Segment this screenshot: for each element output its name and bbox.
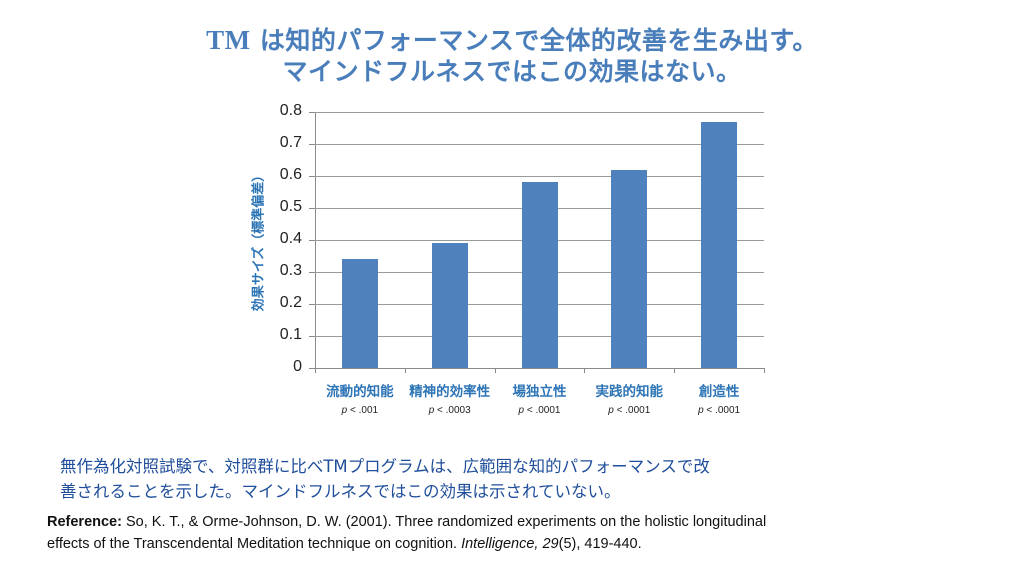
x-tick: [674, 368, 676, 373]
y-tick: [309, 240, 315, 241]
bar: [611, 169, 648, 368]
x-tick: [764, 368, 765, 373]
y-tick-label: 0.5: [279, 198, 302, 215]
y-tick: [309, 144, 315, 145]
category-label: 創造性: [698, 384, 740, 400]
y-tick: [309, 208, 315, 209]
reference-journal: Intelligence, 29: [461, 536, 559, 552]
slide-title-line1: TM は知的パフォーマンスで全体的改善を生み出す。: [0, 24, 1024, 57]
y-tick-label: 0: [293, 358, 302, 375]
slide-title-line2: マインドフルネスではこの効果はない。: [282, 57, 742, 86]
p-value-label: p < .001: [341, 405, 379, 416]
y-tick-label: 0.4: [279, 230, 302, 247]
y-tick: [309, 272, 315, 273]
bar: [701, 121, 738, 368]
gridline: [315, 112, 764, 113]
y-tick: [309, 112, 315, 113]
bar: [431, 243, 468, 368]
y-axis: [315, 112, 316, 372]
reference-issue: (5), 419-440.: [558, 536, 642, 552]
p-value-label: p < .0001: [698, 405, 741, 416]
reference: Reference: So, K. T., & Orme-Johnson, D.…: [47, 511, 997, 555]
x-tick: [315, 368, 316, 373]
y-tick-label: 0.2: [279, 294, 302, 311]
title-tm: TM: [206, 25, 251, 55]
y-tick-label: 0.7: [279, 134, 302, 151]
x-tick: [584, 368, 586, 373]
p-value-label: p < .0003: [428, 405, 471, 416]
category-label: 場独立性: [512, 384, 567, 400]
y-tick-label: 0.8: [279, 102, 302, 119]
reference-text2: effects of the Transcendental Meditation…: [47, 536, 462, 552]
x-tick: [494, 368, 496, 373]
reference-label: Reference:: [47, 514, 122, 530]
gridline: [315, 176, 764, 177]
y-tick-label: 0.3: [279, 262, 302, 279]
y-tick: [309, 368, 315, 369]
y-tick-label: 0.1: [279, 326, 302, 343]
p-value-label: p < .0001: [608, 405, 651, 416]
plot-area: [309, 112, 765, 373]
category-label: 流動的知能: [326, 384, 394, 400]
summary-text: 無作為化対照試験で、対照群に比べTMプログラムは、広範囲な知的パフォーマンスで改…: [60, 454, 880, 504]
p-value-label: p < .0001: [518, 405, 561, 416]
gridline: [315, 144, 764, 145]
bar: [521, 182, 558, 368]
y-tick: [309, 176, 315, 177]
title-line1-text: は知的パフォーマンスで全体的改善を生み出す。: [250, 26, 818, 55]
summary-line2: 善されることを示した。マインドフルネスではこの効果は示されていない。: [60, 482, 621, 501]
y-tick-label: 0.6: [279, 166, 302, 183]
reference-text1: So, K. T., & Orme-Johnson, D. W. (2001).…: [121, 514, 767, 530]
y-tick: [309, 304, 315, 305]
category-label: 精神的効率性: [409, 384, 491, 400]
y-tick: [309, 336, 315, 337]
x-axis: [309, 368, 764, 369]
bar: [341, 259, 378, 368]
summary-line1: 無作為化対照試験で、対照群に比べTMプログラムは、広範囲な知的パフォーマンスで改: [60, 457, 710, 476]
category-label: 実践的知能: [595, 384, 664, 400]
x-tick: [404, 368, 406, 373]
